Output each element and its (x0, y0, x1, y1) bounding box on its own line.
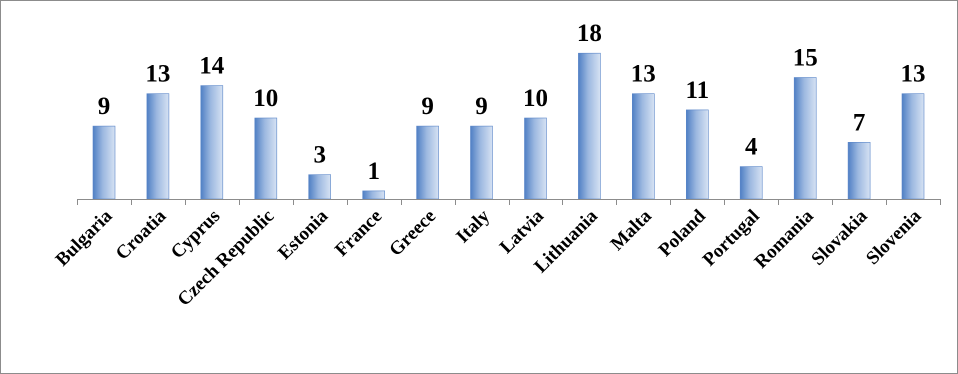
data-label: 9 (421, 93, 434, 120)
bar-latvia (524, 117, 547, 200)
x-axis (77, 199, 941, 205)
data-label: 13 (145, 61, 170, 88)
bar-czech-republic (254, 117, 278, 200)
bars-group (92, 52, 925, 200)
bar-malta (631, 93, 655, 200)
category-label: Bulgaria (52, 205, 117, 270)
bar-slovenia (901, 93, 925, 200)
data-label: 15 (793, 45, 818, 72)
category-label: Latvia (496, 205, 549, 258)
data-labels-group: 9 13 14 10 3 1 9 9 10 18 13 11 4 15 7 13 (98, 20, 926, 185)
data-label: 14 (199, 53, 225, 80)
data-label: 18 (577, 20, 602, 47)
category-label: Croatia (112, 205, 171, 264)
bar-croatia (146, 93, 170, 200)
bar-lithuania (578, 52, 601, 200)
data-label: 4 (745, 134, 758, 161)
bar-greece (416, 125, 439, 200)
bar-france (362, 190, 386, 200)
data-label: 10 (523, 85, 548, 112)
category-label: Slovakia (807, 205, 871, 269)
category-label: France (331, 206, 386, 261)
category-label: Estonia (274, 205, 333, 264)
category-label: Slovenia (862, 205, 926, 269)
data-label: 7 (853, 109, 866, 136)
data-label: 10 (253, 85, 278, 112)
bar-italy (470, 125, 493, 200)
category-label: Romania (751, 205, 818, 272)
bar-poland (685, 109, 709, 200)
bar-estonia (308, 174, 332, 200)
bar-portugal (739, 166, 763, 200)
data-label: 9 (475, 93, 488, 120)
category-label: Greece (385, 206, 440, 261)
data-label: 9 (98, 93, 111, 120)
category-label: Italy (452, 205, 494, 247)
data-label: 13 (901, 61, 926, 88)
category-label: Czech Republic (174, 206, 279, 311)
bar-bulgaria (92, 125, 116, 200)
data-label: 3 (313, 142, 326, 169)
bar-cyprus (200, 85, 224, 200)
data-label: 11 (685, 77, 709, 104)
data-label: 1 (367, 158, 380, 185)
category-label: Malta (607, 205, 657, 255)
bar-slovakia (847, 142, 871, 200)
bar-romania (793, 77, 817, 200)
data-label: 13 (631, 61, 656, 88)
